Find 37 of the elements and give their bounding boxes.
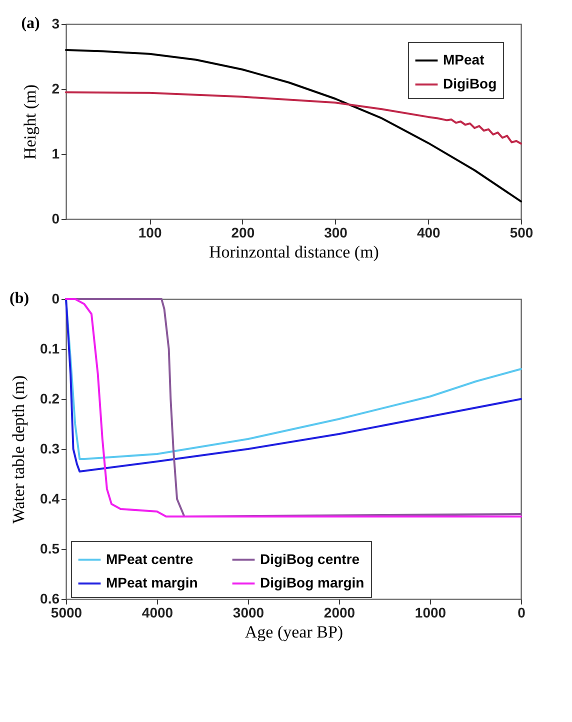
x-tick-label: 5000 <box>50 604 82 620</box>
legend-label: MPeat margin <box>106 574 198 590</box>
x-tick-label: 400 <box>416 224 441 240</box>
legend-label: MPeat <box>443 52 485 68</box>
y-tick-label: 0.5 <box>40 540 60 556</box>
x-tick-label: 3000 <box>232 604 264 620</box>
y-axis-title: Water table depth (m) <box>9 375 28 524</box>
x-tick-label: 1000 <box>414 604 446 620</box>
line-series <box>65 298 522 518</box>
y-tick-label: 0.1 <box>40 340 60 356</box>
y-tick-label: 0 <box>52 290 60 306</box>
y-tick-label: 0.4 <box>40 490 60 506</box>
legend-label: DigiBog margin <box>260 574 364 590</box>
x-tick-label: 2000 <box>324 604 356 620</box>
line-series <box>65 49 522 202</box>
chart-title: (a) <box>21 15 40 32</box>
y-tick-label: 3 <box>52 16 60 32</box>
y-tick-label: 0.3 <box>40 440 60 456</box>
x-axis-title: Age (year BP) <box>244 622 344 642</box>
chart-title: (b) <box>10 290 30 307</box>
legend-label: MPeat centre <box>106 550 194 567</box>
legend-label: DigiBog centre <box>260 550 360 567</box>
x-tick-label: 200 <box>231 224 255 240</box>
y-axis-title: Height (m) <box>20 84 40 160</box>
y-tick-label: 0.6 <box>40 590 60 606</box>
legend-label: DigiBog <box>443 76 497 92</box>
x-tick-label: 500 <box>510 224 534 240</box>
x-tick-label: 100 <box>138 224 162 240</box>
x-tick-label: 4000 <box>142 604 174 620</box>
x-tick-label: 0 <box>518 604 526 620</box>
x-tick-label: 300 <box>324 224 348 240</box>
x-axis-title: Horinzontal distance (m) <box>209 242 379 262</box>
line-series <box>65 91 522 145</box>
y-tick-label: 1 <box>52 146 60 162</box>
y-tick-label: 2 <box>52 80 60 96</box>
y-tick-label: 0 <box>52 210 60 226</box>
y-tick-label: 0.2 <box>40 390 60 406</box>
